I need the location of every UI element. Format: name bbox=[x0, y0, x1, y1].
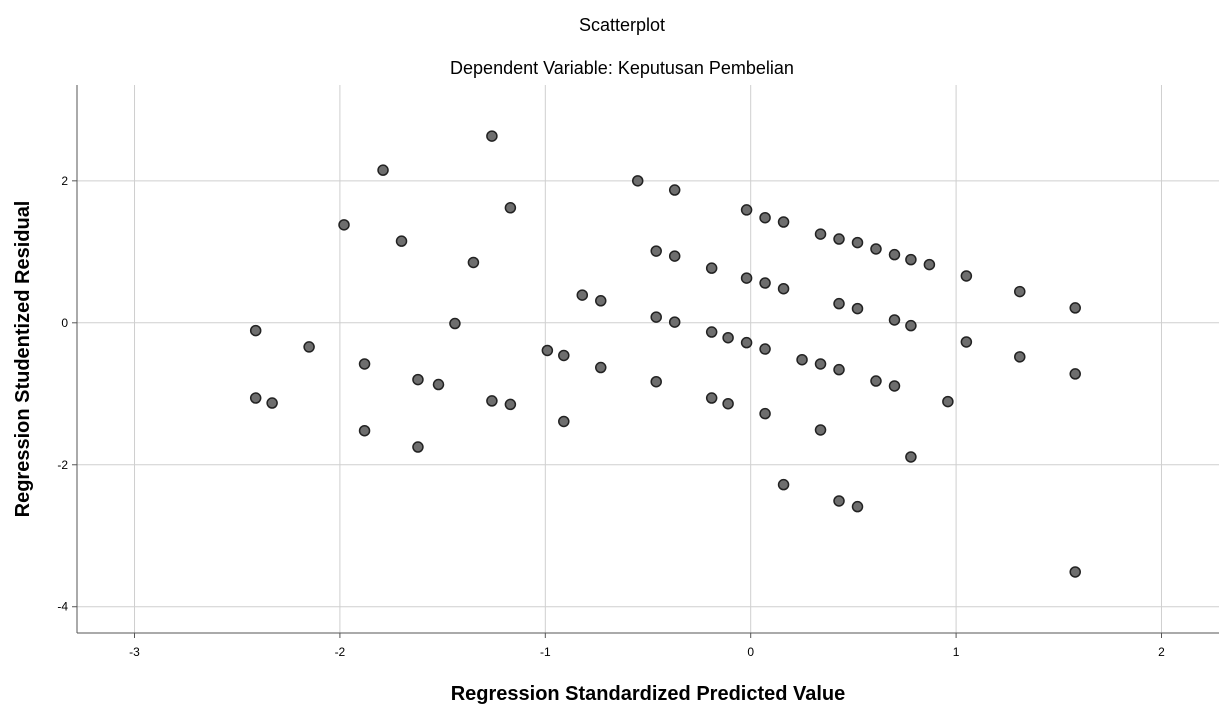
point bbox=[412, 441, 424, 453]
point bbox=[650, 375, 662, 388]
point bbox=[1069, 302, 1081, 314]
point bbox=[960, 336, 973, 348]
point bbox=[722, 331, 734, 344]
point bbox=[705, 262, 718, 274]
point bbox=[759, 211, 771, 224]
y-axis-title: Regression Studentized Residual bbox=[12, 201, 34, 518]
point bbox=[740, 204, 753, 216]
point bbox=[833, 233, 845, 245]
point bbox=[759, 407, 771, 420]
point bbox=[851, 302, 864, 315]
point bbox=[759, 277, 771, 289]
point bbox=[870, 375, 882, 387]
point bbox=[668, 316, 681, 328]
point bbox=[870, 243, 882, 255]
point bbox=[631, 175, 644, 187]
x-tick-label: 0 bbox=[747, 645, 754, 659]
point bbox=[541, 344, 554, 357]
y-tick-label: 2 bbox=[61, 174, 68, 188]
point bbox=[888, 314, 901, 326]
point bbox=[759, 343, 771, 355]
point bbox=[504, 398, 517, 411]
point bbox=[705, 326, 718, 338]
point bbox=[796, 353, 808, 366]
point bbox=[1014, 351, 1026, 363]
point bbox=[338, 219, 350, 231]
point bbox=[303, 341, 315, 353]
point bbox=[358, 358, 371, 370]
point bbox=[650, 311, 662, 323]
y-tick-label: 0 bbox=[61, 316, 68, 330]
point bbox=[558, 415, 570, 428]
point bbox=[814, 358, 827, 370]
point bbox=[905, 319, 917, 332]
point bbox=[888, 248, 901, 261]
x-axis-title: Regression Standardized Predicted Value bbox=[451, 683, 846, 705]
point bbox=[705, 392, 718, 404]
point bbox=[814, 228, 827, 240]
point bbox=[668, 184, 681, 196]
point bbox=[576, 289, 589, 301]
point bbox=[249, 324, 262, 337]
point bbox=[905, 253, 917, 266]
point bbox=[668, 250, 681, 262]
point bbox=[1069, 566, 1081, 578]
point bbox=[833, 297, 845, 310]
point bbox=[558, 349, 570, 362]
point bbox=[486, 130, 498, 142]
point bbox=[814, 424, 827, 436]
x-tick-label: -2 bbox=[335, 645, 346, 659]
point bbox=[1014, 285, 1026, 298]
point bbox=[722, 397, 734, 410]
point bbox=[888, 380, 901, 392]
x-tick-label: -1 bbox=[540, 645, 551, 659]
y-tick-label: -4 bbox=[57, 600, 68, 614]
chart-title: Scatterplot bbox=[579, 15, 665, 35]
point bbox=[777, 478, 790, 491]
point bbox=[249, 392, 262, 404]
point bbox=[595, 295, 607, 307]
point bbox=[595, 361, 607, 374]
point bbox=[358, 424, 371, 437]
point bbox=[942, 395, 954, 408]
y-tick-label: -2 bbox=[57, 458, 68, 472]
point bbox=[377, 164, 389, 176]
point bbox=[905, 451, 917, 463]
point bbox=[923, 258, 936, 271]
point bbox=[777, 282, 790, 295]
point bbox=[650, 245, 662, 257]
point bbox=[740, 336, 753, 349]
point bbox=[504, 202, 517, 214]
chart-subtitle: Dependent Variable: Keputusan Pembelian bbox=[450, 58, 794, 78]
point bbox=[432, 378, 445, 391]
point bbox=[777, 216, 790, 228]
x-tick-label: 1 bbox=[953, 645, 960, 659]
point bbox=[851, 236, 864, 249]
point bbox=[449, 317, 461, 330]
x-tick-label: 2 bbox=[1158, 645, 1165, 659]
point bbox=[395, 235, 408, 247]
point bbox=[486, 395, 498, 407]
point bbox=[960, 270, 973, 282]
point bbox=[1069, 368, 1081, 380]
point bbox=[266, 397, 278, 409]
point bbox=[467, 256, 480, 269]
point bbox=[833, 495, 845, 507]
point bbox=[412, 373, 424, 386]
point bbox=[851, 500, 864, 513]
point bbox=[740, 272, 753, 284]
point bbox=[833, 363, 845, 376]
x-tick-label: -3 bbox=[129, 645, 140, 659]
